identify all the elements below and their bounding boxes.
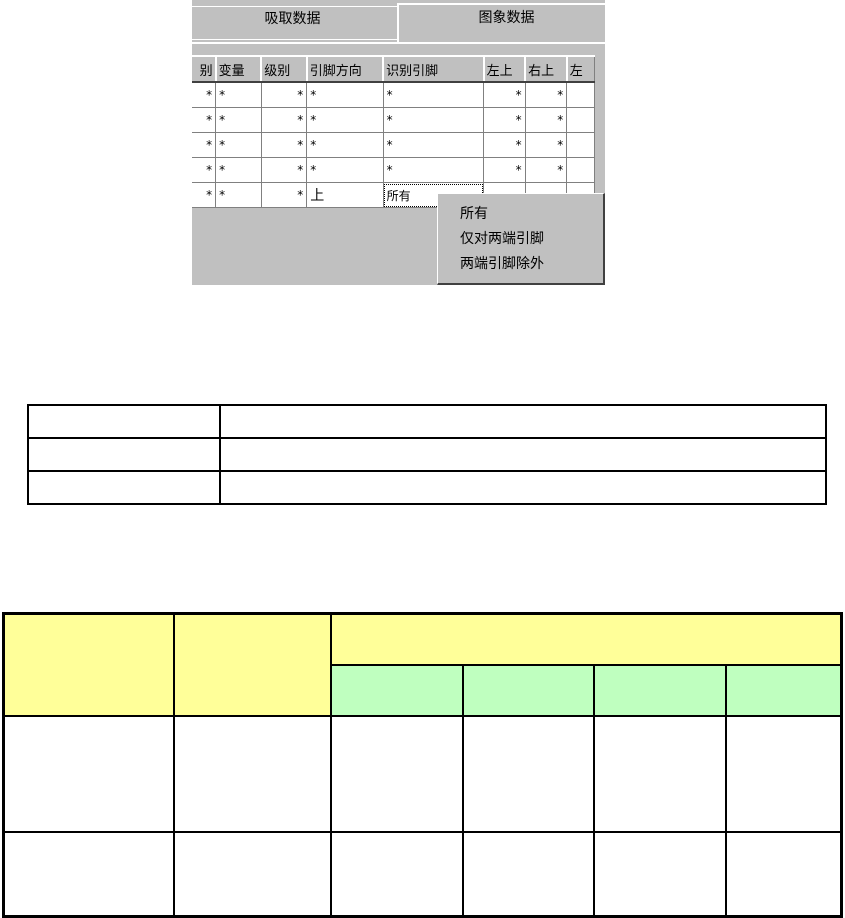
grid-cell[interactable]: * [192, 81, 217, 108]
grid-cell[interactable]: * [524, 157, 568, 183]
grid-cell[interactable] [566, 107, 595, 133]
grid-cell[interactable] [566, 81, 595, 108]
table-row [2, 831, 843, 918]
grid-row: * * * * * * * [192, 81, 595, 108]
header-row [2, 612, 843, 717]
column-header[interactable]: 引脚方向 [305, 55, 384, 83]
table-cell [330, 831, 464, 918]
grid-cell[interactable]: * [382, 107, 485, 133]
table-cell [173, 831, 332, 918]
header-cell [2, 612, 175, 717]
grid-cell[interactable] [566, 157, 595, 183]
subheader-cell [330, 664, 464, 717]
grid-cell[interactable] [566, 132, 595, 158]
grid-cell[interactable]: * [192, 107, 217, 133]
dropdown-menu: 所有 仅对两端引脚 两端引脚除外 [437, 193, 605, 285]
table-cell [219, 470, 827, 505]
dropdown-option[interactable]: 仅对两端引脚 [460, 231, 544, 247]
table-cell [725, 715, 843, 833]
column-header[interactable]: 别 [192, 55, 217, 83]
column-header[interactable]: 左上 [482, 55, 526, 83]
grid-cell[interactable]: * [215, 132, 262, 158]
grid-cell[interactable]: * [260, 132, 308, 158]
header-cell [173, 612, 332, 717]
table-cell [27, 437, 221, 472]
data-grid: 别 变量 级别 引脚方向 识别引脚 左上 右上 左 * * * * * * * * * * * * * *… [192, 55, 595, 208]
grid-cell[interactable]: * [215, 182, 262, 208]
tab-divider [192, 42, 605, 44]
grid-cell[interactable]: * [382, 81, 485, 108]
grid-cell[interactable]: * [382, 132, 485, 158]
dropdown-option[interactable]: 所有 [460, 206, 488, 222]
grid-cell[interactable]: * [306, 81, 384, 108]
table-row [27, 437, 827, 472]
grid-cell[interactable]: * [524, 132, 568, 158]
grid-cell[interactable]: * [260, 182, 308, 208]
table-cell [330, 715, 464, 833]
grid-cell[interactable]: * [260, 157, 308, 183]
table-cell [27, 404, 221, 439]
grid-cell[interactable]: * [483, 132, 526, 158]
table-cell [2, 715, 175, 833]
subheader-cell [462, 664, 595, 717]
table-cell [593, 831, 727, 918]
grid-cell[interactable]: * [260, 107, 308, 133]
subheader-cell [725, 664, 843, 717]
grid-cell[interactable]: * [306, 157, 384, 183]
grid-cell[interactable]: * [215, 107, 262, 133]
empty-table-colored-header [2, 612, 843, 918]
empty-table-small [27, 404, 827, 505]
grid-cell[interactable]: * [192, 132, 217, 158]
table-cell [27, 470, 221, 505]
column-header[interactable]: 变量 [214, 55, 262, 83]
column-header[interactable]: 右上 [524, 55, 568, 83]
grid-cell[interactable]: * [483, 107, 526, 133]
grid-cell[interactable]: * [382, 157, 485, 183]
header-cell-span [330, 612, 843, 666]
column-header[interactable]: 级别 [260, 55, 308, 83]
column-header[interactable]: 识别引脚 [382, 55, 485, 83]
grid-cell[interactable]: * [483, 81, 526, 108]
grid-row: * * * * * * * [192, 157, 595, 183]
column-header[interactable]: 左 [565, 55, 595, 83]
grid-cell[interactable]: 上 [306, 182, 384, 208]
grid-cell[interactable]: * [192, 157, 217, 183]
table-cell [219, 437, 827, 472]
table-cell [462, 831, 595, 918]
grid-cell[interactable]: * [260, 81, 308, 108]
tab-image-data[interactable]: 图象数据 [397, 3, 605, 43]
grid-cell[interactable]: * [524, 107, 568, 133]
grid-cell[interactable]: * [192, 182, 217, 208]
table-cell [173, 715, 332, 833]
grid-cell[interactable]: * [215, 157, 262, 183]
grid-cell[interactable]: * [524, 81, 568, 108]
table-row [2, 715, 843, 833]
table-cell [219, 404, 827, 439]
grid-cell[interactable]: * [483, 157, 526, 183]
table-cell [462, 715, 595, 833]
grid-cell[interactable]: * [215, 81, 262, 108]
grid-row: * * * * * * * [192, 107, 595, 133]
subheader-cell [593, 664, 727, 717]
table-row [27, 470, 827, 505]
dropdown-option[interactable]: 两端引脚除外 [460, 256, 544, 272]
table-row [27, 404, 827, 439]
grid-header-row: 别 变量 级别 引脚方向 识别引脚 左上 右上 左 [192, 55, 595, 83]
subheader-row [4, 664, 843, 717]
grid-cell[interactable]: * [306, 132, 384, 158]
tab-absorb-data[interactable]: 吸取数据 [192, 6, 399, 40]
table-cell [725, 831, 843, 918]
grid-row: * * * * * * * [192, 132, 595, 158]
table-cell [593, 715, 727, 833]
dialog-window: 吸取数据 图象数据 别 变量 级别 引脚方向 识别引脚 左上 右上 左 * * * *… [192, 0, 605, 285]
grid-cell[interactable]: * [306, 107, 384, 133]
table-cell [2, 831, 175, 918]
